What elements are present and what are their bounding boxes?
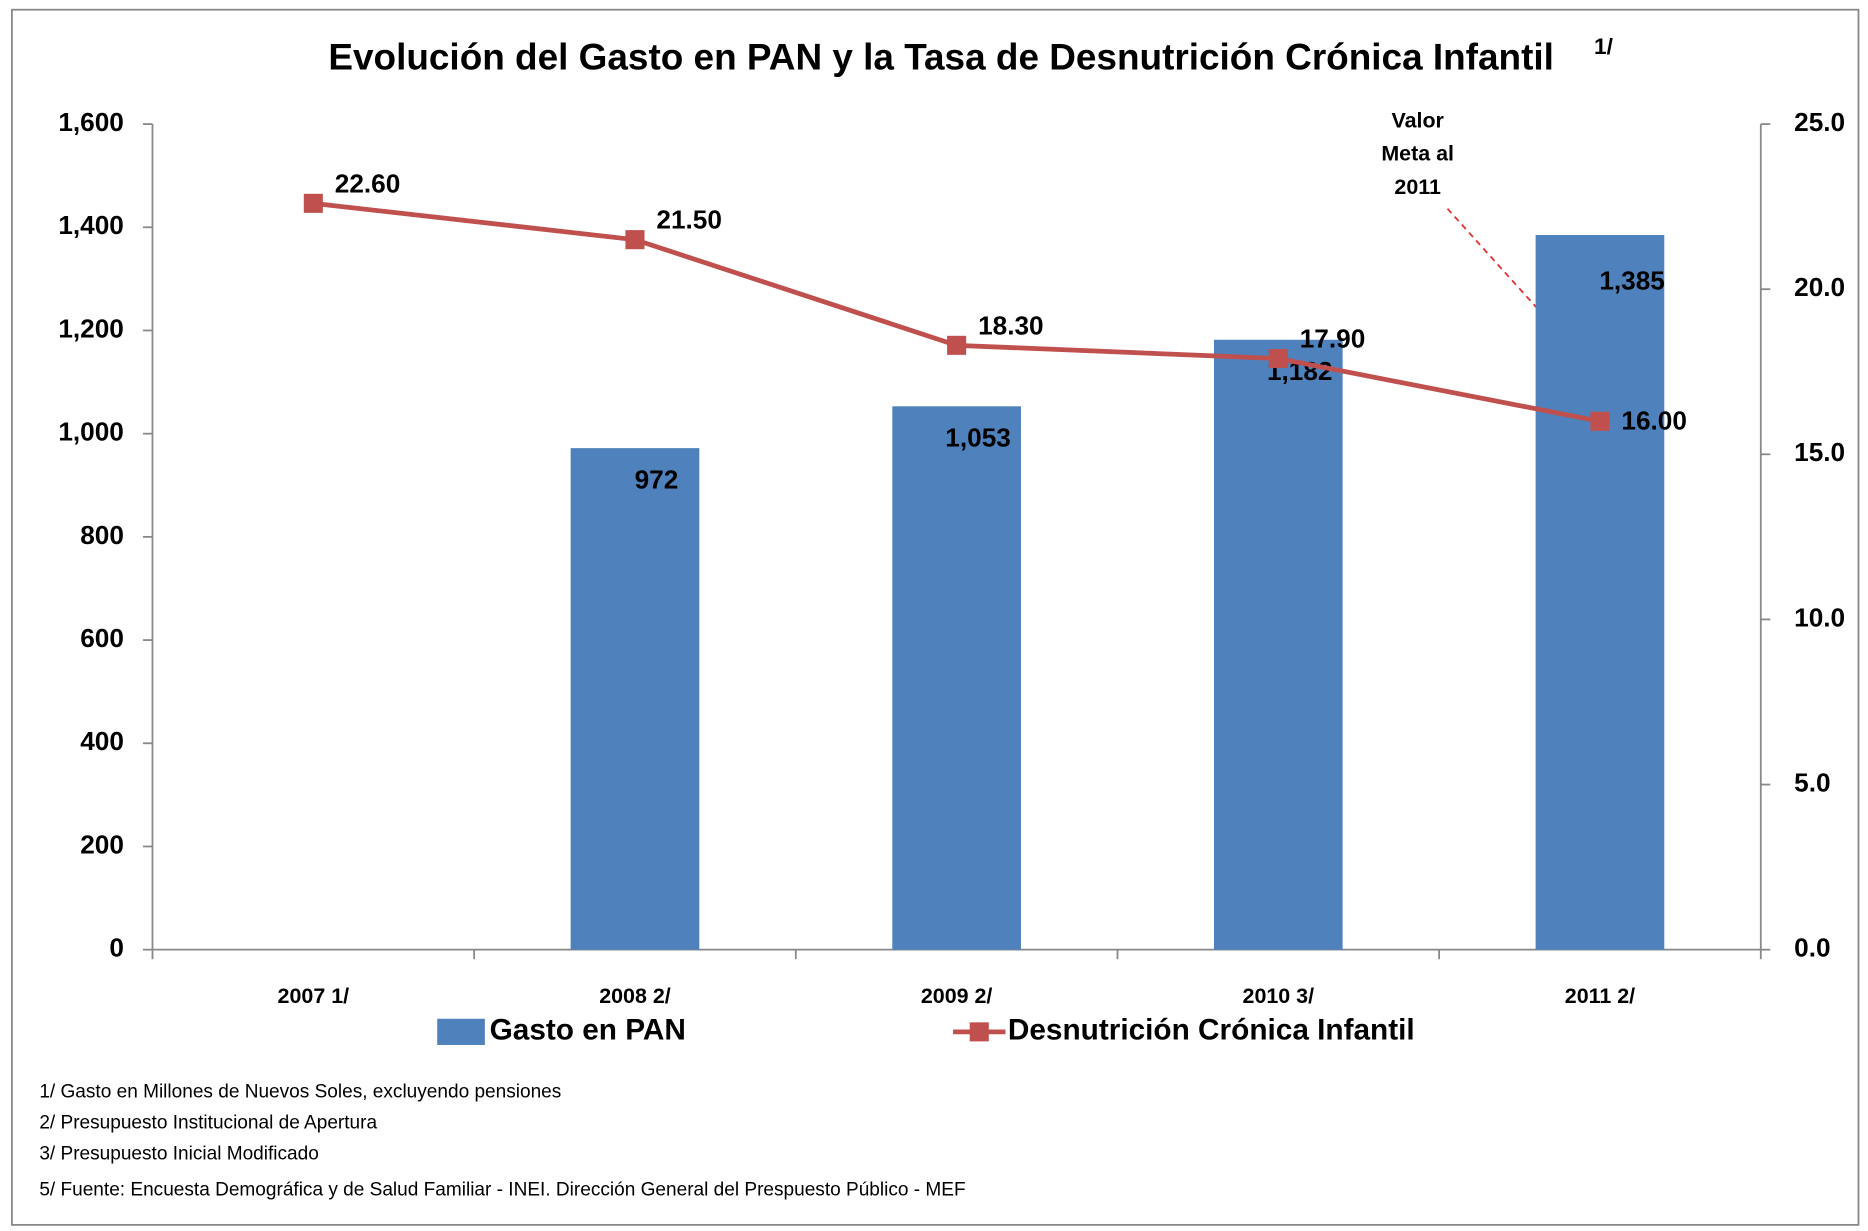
legend-label: Desnutrición Crónica Infantil (1008, 1014, 1415, 1047)
line-value-label: 21.50 (656, 205, 722, 235)
bar (1213, 339, 1343, 950)
y2-tick-label: 10.0 (1794, 602, 1845, 632)
line-value-label: 22.60 (335, 168, 401, 198)
title-superscript: 1/ (1594, 34, 1614, 59)
bar-value-label: 972 (635, 464, 679, 494)
line-value-label: 17.90 (1300, 324, 1366, 354)
chart-title: Evolución del Gasto en PAN y la Tasa de … (328, 36, 1554, 77)
legend-label: Gasto en PAN (490, 1014, 686, 1047)
footnote: 2/ Presupuesto Institucional de Apertura (39, 1113, 377, 1134)
line-marker (1268, 349, 1288, 369)
legend-swatch-marker (969, 1022, 989, 1042)
x-tick-label: 2009 2/ (921, 984, 993, 1008)
x-tick-label: 2007 1/ (278, 984, 350, 1008)
footnote: 1/ Gasto en Millones de Nuevos Soles, ex… (39, 1082, 561, 1103)
y-tick-label: 400 (80, 726, 124, 756)
x-tick-label: 2008 2/ (599, 984, 671, 1008)
y2-tick-label: 5.0 (1794, 767, 1830, 797)
x-tick-label: 2011 2/ (1565, 984, 1635, 1008)
x-tick-label: 2010 3/ (1243, 984, 1315, 1008)
footnote: 5/ Fuente: Encuesta Demográfica y de Sal… (39, 1179, 965, 1200)
y-tick-label: 600 (80, 623, 124, 653)
y2-tick-label: 15.0 (1794, 437, 1845, 467)
line-marker (625, 230, 645, 250)
bar-value-label: 1,385 (1599, 266, 1665, 296)
bar (892, 406, 1021, 950)
y-tick-label: 800 (80, 520, 124, 550)
line-value-label: 16.00 (1621, 405, 1687, 435)
y-tick-label: 1,400 (58, 210, 124, 240)
footnote: 3/ Presupuesto Inicial Modificado (39, 1144, 319, 1165)
annotation: Valor (1391, 108, 1444, 132)
line-value-label: 18.30 (978, 310, 1044, 340)
bar-value-label: 1,053 (945, 423, 1011, 453)
annotation: 2011 (1394, 175, 1441, 199)
y-tick-label: 200 (80, 829, 124, 859)
y-tick-label: 0 (109, 933, 124, 963)
y2-tick-label: 20.0 (1794, 272, 1845, 302)
line-marker (947, 335, 967, 355)
annotation: Meta al (1381, 142, 1454, 166)
bar (570, 448, 700, 950)
y-tick-label: 1,600 (58, 107, 124, 137)
line-marker (1590, 411, 1610, 431)
bar (1535, 235, 1665, 950)
legend-swatch (437, 1018, 485, 1045)
y-tick-label: 1,000 (58, 417, 124, 447)
y2-tick-label: 25.0 (1794, 107, 1845, 137)
line-marker (303, 193, 323, 213)
y-tick-label: 1,200 (58, 313, 124, 343)
y2-tick-label: 0.0 (1794, 933, 1830, 963)
